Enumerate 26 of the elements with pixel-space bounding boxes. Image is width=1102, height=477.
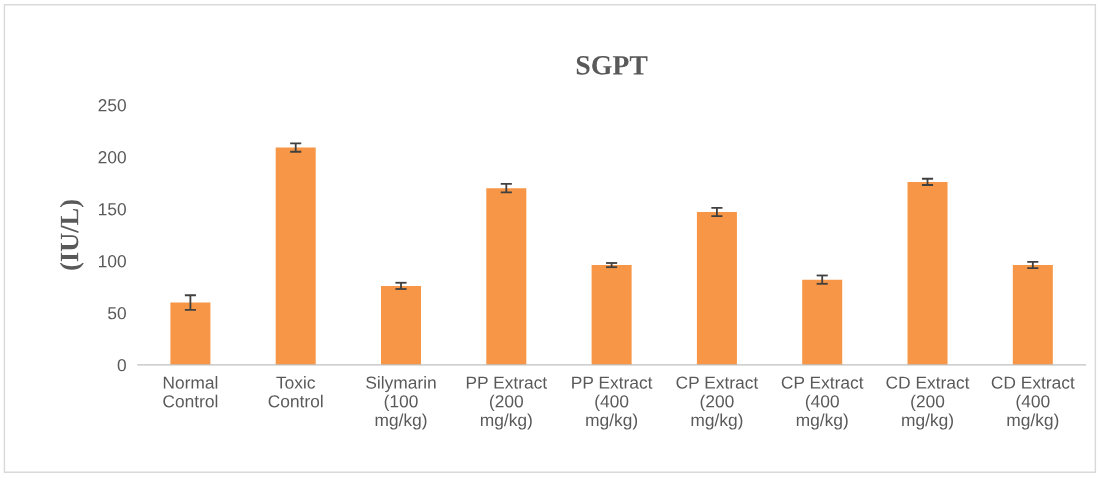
y-tick-label: 150: [99, 203, 126, 216]
bar: [381, 285, 422, 365]
x-tick-label: PP Extract (200 mg/kg): [466, 376, 548, 430]
bar: [1012, 265, 1053, 365]
y-tick-label: 250: [98, 99, 126, 112]
bar: [696, 212, 737, 365]
bar: [275, 147, 316, 365]
y-tick-label: 100: [99, 255, 126, 268]
bar: [591, 265, 632, 365]
bar: [802, 279, 843, 365]
y-tick-label: 50: [108, 307, 126, 320]
bar: [486, 188, 527, 365]
x-tick-label: CD Extract (400 mg/kg): [991, 376, 1075, 430]
bar: [907, 181, 948, 365]
x-tick-label: Normal Control: [163, 376, 218, 408]
x-tick-label: PP Extract (400 mg/kg): [572, 376, 653, 430]
x-tick-label: CP Extract (200 mg/kg): [676, 376, 759, 430]
x-tick-label: CD Extract (200 mg/kg): [886, 376, 970, 430]
y-tick-label: 0: [117, 359, 126, 372]
y-axis-title: (IU/L): [59, 200, 84, 270]
x-tick-label: Toxic Control: [268, 376, 323, 408]
x-tick-label: CP Extract (400 mg/kg): [781, 376, 864, 430]
y-tick-label: 200: [98, 151, 126, 164]
x-tick-label: Silymarin (100 mg/kg): [366, 376, 436, 430]
bar: [170, 302, 211, 365]
chart-title: SGPT: [576, 55, 648, 75]
